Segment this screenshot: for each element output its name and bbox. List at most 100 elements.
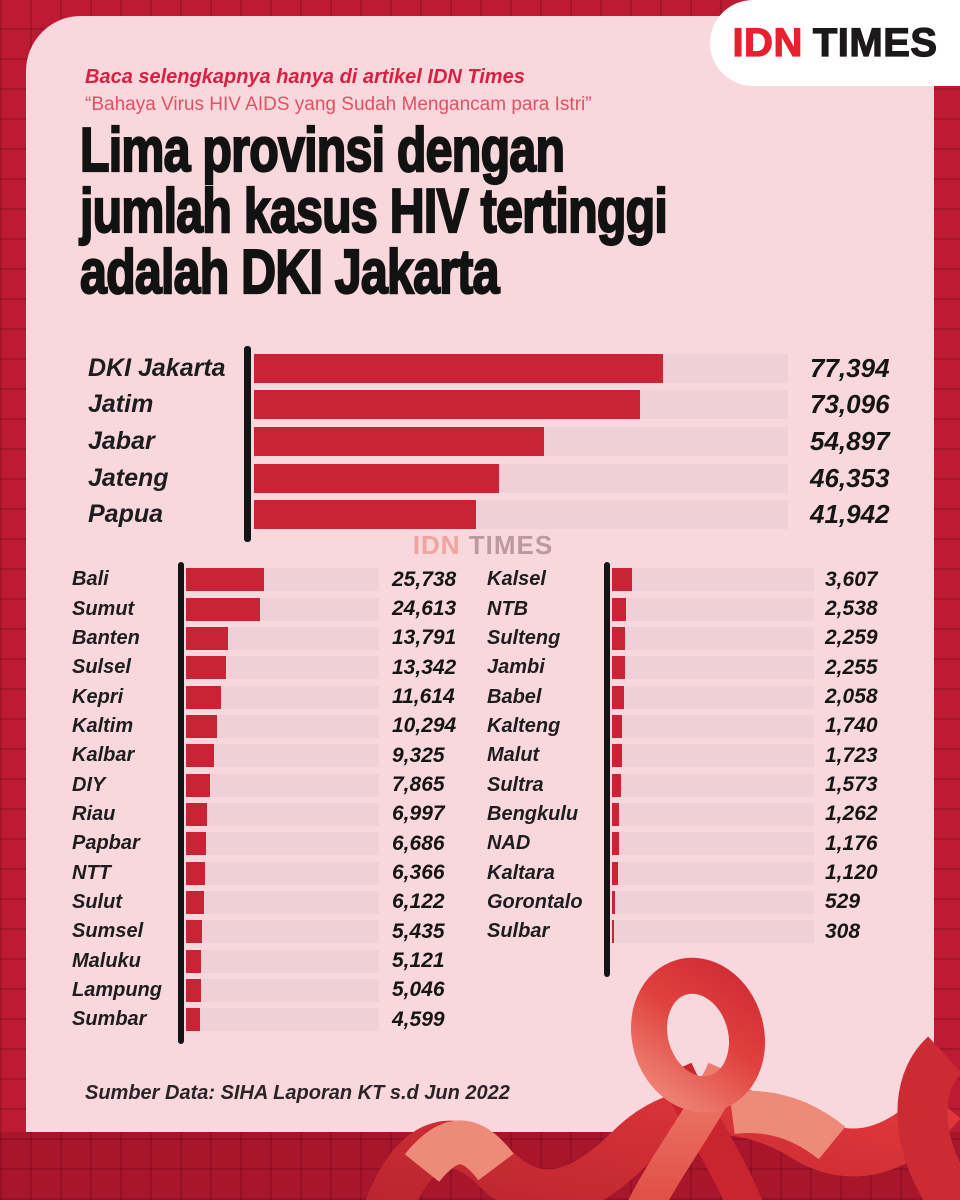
bar-track bbox=[186, 949, 379, 973]
value-label: 4,599 bbox=[392, 1007, 445, 1031]
province-label: Kepri bbox=[72, 685, 124, 708]
bar-track bbox=[186, 802, 379, 826]
bar-track bbox=[612, 832, 814, 856]
value-label: 25,738 bbox=[392, 567, 457, 591]
bar bbox=[254, 426, 545, 456]
left-column-chart: Bali 25,738 Sumut 24,613 Banten 13,791 Sulsel 1… bbox=[72, 565, 492, 1035]
chart-row: Kalteng 1,740 bbox=[487, 712, 907, 741]
province-label: Sumbar bbox=[72, 1008, 147, 1031]
bar-track bbox=[254, 390, 788, 420]
value-label: 41,942 bbox=[810, 499, 890, 530]
logo-idn-text: IDN bbox=[732, 20, 803, 65]
chart-row: Sumsel 5,435 bbox=[72, 917, 492, 946]
bar-track bbox=[186, 773, 379, 797]
province-label: Sultra bbox=[487, 773, 544, 796]
watermark-times: TIMES bbox=[468, 530, 554, 560]
province-label: Sumut bbox=[72, 597, 135, 620]
value-label: 529 bbox=[825, 890, 861, 914]
chart-row: Gorontalo 529 bbox=[487, 888, 907, 917]
value-label: 1,740 bbox=[825, 714, 878, 738]
value-label: 3,607 bbox=[825, 567, 878, 591]
province-label: Banten bbox=[72, 626, 140, 649]
awareness-ribbon-icon bbox=[365, 957, 960, 1200]
title-line-1: Lima provinsi dengan bbox=[79, 116, 566, 185]
value-label: 7,865 bbox=[392, 773, 445, 797]
value-label: 9,325 bbox=[392, 743, 445, 767]
bar bbox=[186, 832, 207, 856]
bar bbox=[612, 832, 619, 856]
province-label: Bengkulu bbox=[487, 802, 579, 825]
bar-track bbox=[612, 744, 814, 768]
bar bbox=[186, 626, 228, 650]
chart-row: NTB 2,538 bbox=[487, 594, 907, 623]
value-label: 6,122 bbox=[392, 890, 445, 914]
value-label: 1,723 bbox=[825, 743, 878, 767]
bar-track bbox=[612, 626, 814, 650]
right-column-chart: Kalsel 3,607 NTB 2,538 Sulteng 2,259 Jambi 2,25… bbox=[487, 565, 907, 946]
title-line-3: adalah DKI Jakarta bbox=[79, 238, 500, 307]
province-label: Sumsel bbox=[72, 920, 144, 943]
province-label: DIY bbox=[72, 773, 106, 796]
bar bbox=[612, 920, 614, 944]
province-label: Babel bbox=[487, 685, 542, 708]
bar bbox=[186, 890, 205, 914]
province-label: Kalteng bbox=[487, 714, 561, 737]
bar-track bbox=[186, 920, 379, 944]
bar-track bbox=[186, 978, 379, 1002]
province-label: Jabar bbox=[88, 426, 155, 455]
value-label: 308 bbox=[825, 919, 861, 943]
bar-track bbox=[186, 597, 379, 621]
province-label: Sulbar bbox=[487, 920, 550, 943]
bar bbox=[186, 802, 208, 826]
bar-track bbox=[186, 744, 379, 768]
value-label: 73,096 bbox=[810, 389, 890, 420]
bar bbox=[612, 773, 621, 797]
province-label: Jambi bbox=[487, 656, 545, 679]
value-label: 5,121 bbox=[392, 949, 445, 973]
chart-row: Kaltara 1,120 bbox=[487, 858, 907, 887]
chart-row: Sulut 6,122 bbox=[72, 888, 492, 917]
chart-row: Maluku 5,121 bbox=[72, 946, 492, 975]
bar bbox=[186, 685, 222, 709]
province-label: NAD bbox=[487, 832, 531, 855]
bar-track bbox=[186, 568, 379, 592]
chart-row: Kepri 11,614 bbox=[72, 682, 492, 711]
chart-row: Bali 25,738 bbox=[72, 565, 492, 594]
value-label: 46,353 bbox=[810, 462, 890, 493]
bar-track bbox=[612, 568, 814, 592]
value-label: 1,120 bbox=[825, 861, 878, 885]
bar-track bbox=[612, 890, 814, 914]
bar bbox=[254, 463, 500, 493]
province-label: Papua bbox=[88, 500, 164, 529]
chart-row: Malut 1,723 bbox=[487, 741, 907, 770]
chart-row: Sulsel 13,342 bbox=[72, 653, 492, 682]
bar-track bbox=[612, 861, 814, 885]
bar bbox=[254, 390, 641, 420]
province-label: Malut bbox=[487, 744, 540, 767]
value-label: 6,997 bbox=[392, 802, 445, 826]
value-label: 2,259 bbox=[825, 626, 878, 650]
right-chart-axis-line bbox=[604, 562, 610, 977]
bar bbox=[186, 1008, 200, 1032]
bar-track bbox=[186, 1008, 379, 1032]
article-subtitle: “Bahaya Virus HIV AIDS yang Sudah Mengan… bbox=[85, 94, 592, 115]
bar bbox=[186, 773, 210, 797]
chart-row: Jabar 54,897 bbox=[88, 423, 918, 460]
bar-track bbox=[254, 426, 788, 456]
bar bbox=[612, 802, 620, 826]
content-panel: Baca selengkapnya hanya di artikel IDN T… bbox=[26, 16, 934, 1132]
bar bbox=[186, 920, 203, 944]
value-label: 2,538 bbox=[825, 597, 878, 621]
chart-row: Kalbar 9,325 bbox=[72, 741, 492, 770]
bar bbox=[186, 744, 215, 768]
value-label: 10,294 bbox=[392, 714, 457, 738]
province-label: Jateng bbox=[88, 463, 169, 492]
chart-row: Jateng 46,353 bbox=[88, 460, 918, 497]
province-label: Kaltara bbox=[487, 861, 555, 884]
bar bbox=[186, 656, 227, 680]
province-label: Kalbar bbox=[72, 744, 135, 767]
province-label: Kalsel bbox=[487, 568, 546, 591]
bar bbox=[612, 714, 622, 738]
bar bbox=[612, 861, 619, 885]
page-title: Lima provinsi dengan jumlah kasus HIV te… bbox=[79, 116, 735, 307]
